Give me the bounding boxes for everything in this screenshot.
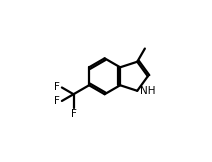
Text: F: F xyxy=(54,96,60,106)
Text: F: F xyxy=(54,82,60,93)
Text: NH: NH xyxy=(140,86,156,96)
Text: F: F xyxy=(71,109,77,119)
